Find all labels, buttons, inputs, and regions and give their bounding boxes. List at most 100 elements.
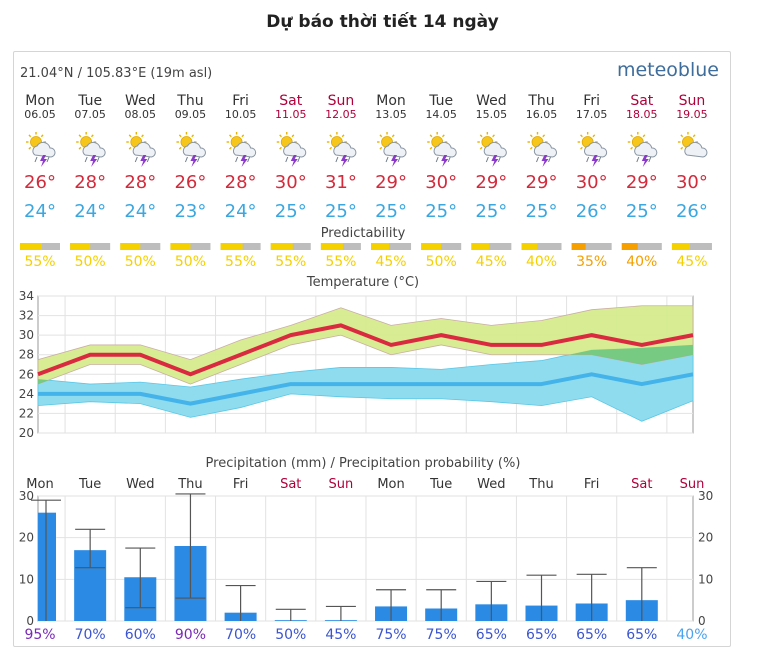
predictability-bar-track xyxy=(371,243,412,250)
lightning-bolt xyxy=(240,155,248,167)
precipitation-day-label: Sun xyxy=(329,477,354,492)
min-temperature: 24° xyxy=(225,201,257,222)
precipitation-probability: 60% xyxy=(125,627,156,643)
thunderstorm-sun-icon xyxy=(577,132,608,167)
day-name: Sat xyxy=(630,93,653,109)
min-temperature: 25° xyxy=(526,201,558,222)
precipitation-tick-label-left: 30 xyxy=(19,489,34,503)
lightning-bolt xyxy=(491,155,499,167)
precipitation-probability: 65% xyxy=(476,627,507,643)
day-columns: Mon06.0526°24°Tue07.0528°24°Wed08.0528°2… xyxy=(24,93,708,222)
precipitation-probability: 70% xyxy=(225,627,256,643)
sun-ray xyxy=(279,134,282,138)
rain-drop xyxy=(96,156,100,163)
sun-ray xyxy=(429,146,433,150)
day-date: 15.05 xyxy=(476,108,508,121)
precipitation-day-label: Sun xyxy=(680,477,705,492)
day-date: 12.05 xyxy=(325,108,357,121)
day-name: Wed xyxy=(476,93,507,109)
predictability-percent: 55% xyxy=(225,254,256,270)
sun-ray xyxy=(178,134,182,138)
cloud-shape xyxy=(634,141,658,158)
rain-drop xyxy=(134,156,138,163)
sun-ray xyxy=(680,134,684,138)
sun-ray xyxy=(40,134,44,138)
sun-ray xyxy=(78,134,82,138)
cloud-shape xyxy=(233,141,257,158)
predictability-percent: 45% xyxy=(676,254,707,270)
precipitation-probability: 75% xyxy=(375,627,406,643)
max-temperature: 31° xyxy=(325,172,357,193)
lightning-bolt xyxy=(441,155,449,167)
min-temperature: 25° xyxy=(275,201,307,222)
precipitation-probability: 50% xyxy=(275,627,306,643)
day-name: Tue xyxy=(428,93,453,109)
lightning-bolt xyxy=(591,155,599,167)
sun-ray xyxy=(178,146,182,150)
sun-ray xyxy=(141,134,144,138)
thunderstorm-sun-icon xyxy=(176,132,206,167)
predictability-bar-fill xyxy=(20,243,42,250)
day-date: 08.05 xyxy=(125,108,157,121)
min-temperature: 25° xyxy=(425,201,457,222)
predictability-bar-track xyxy=(471,243,512,250)
rain-drop xyxy=(146,156,150,163)
sun-ray xyxy=(630,134,633,138)
sun-ray xyxy=(28,146,32,150)
rain-drop xyxy=(247,156,251,163)
max-temperature: 26° xyxy=(174,172,206,193)
cloud-shape xyxy=(32,141,56,158)
min-temperature-line xyxy=(38,372,694,406)
thunderstorm-sun-icon xyxy=(276,132,307,167)
precipitation-probability: 90% xyxy=(175,627,206,643)
rain-drop xyxy=(485,156,489,163)
precipitation-probability: 75% xyxy=(426,627,457,643)
precipitation-tick-label-left: 10 xyxy=(19,572,34,586)
rain-drop xyxy=(235,156,239,163)
thunderstorm-sun-icon xyxy=(627,132,658,167)
min-temperature: 25° xyxy=(626,201,658,222)
rain-drop xyxy=(397,156,401,163)
sun-ray xyxy=(479,134,483,138)
rain-drop xyxy=(335,156,339,163)
predictability-percent: 35% xyxy=(576,254,607,270)
rain-drop xyxy=(297,156,301,163)
precipitation-probability: 45% xyxy=(325,627,356,643)
sun-ray xyxy=(529,146,533,150)
predictability-bar-fill xyxy=(471,243,490,250)
min-temperature: 26° xyxy=(576,201,608,222)
weather-widget: 21.04°N / 105.83°E (19m asl) meteoblue M… xyxy=(13,51,731,647)
predictability-percent: 40% xyxy=(526,254,557,270)
rain-drop xyxy=(536,156,539,163)
precipitation-tick-label-right: 0 xyxy=(698,614,706,628)
temperature-tick-label: 26 xyxy=(19,367,34,381)
sun-ray xyxy=(78,146,82,150)
thunderstorm-sun-icon xyxy=(126,132,156,167)
temperature-tick-label: 34 xyxy=(19,289,34,303)
day-date: 11.05 xyxy=(275,108,307,121)
thunderstorm-sun-icon xyxy=(76,132,106,167)
max-temperature: 30° xyxy=(576,172,608,193)
predictability-bar-fill xyxy=(421,243,442,250)
thunderstorm-sun-icon xyxy=(326,132,357,167)
sun-ray xyxy=(391,134,395,138)
lightning-bolt xyxy=(140,155,148,167)
precipitation-day-label: Fri xyxy=(584,477,600,492)
cloud-shape xyxy=(584,141,608,158)
day-date: 17.05 xyxy=(576,108,608,121)
day-date: 06.05 xyxy=(24,108,56,121)
min-temperature: 26° xyxy=(676,201,708,222)
precipitation-tick-label-right: 10 xyxy=(698,572,713,586)
predictability-percent: 50% xyxy=(125,254,156,270)
precipitation-chart-title: Precipitation (mm) / Precipitation proba… xyxy=(206,456,521,471)
precipitation-day-label: Mon xyxy=(377,477,404,492)
predictability-bar-fill xyxy=(571,243,586,250)
predictability-bar-fill xyxy=(671,243,690,250)
min-temperature: 24° xyxy=(24,201,56,222)
lightning-bolt xyxy=(90,155,98,167)
rain-drop xyxy=(385,156,389,163)
precipitation-bar xyxy=(38,512,56,621)
cloud-shape xyxy=(283,141,307,158)
predictability-percent: 55% xyxy=(24,254,55,270)
